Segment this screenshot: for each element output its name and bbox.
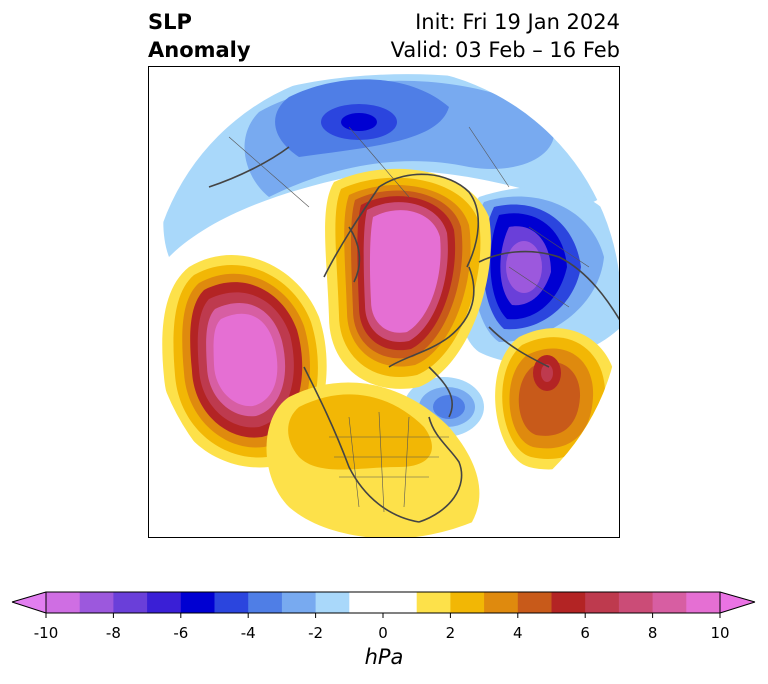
anomaly-positive-north-america xyxy=(266,382,480,537)
colorbar xyxy=(11,591,756,618)
title-block: SLP Anomaly xyxy=(148,8,251,64)
colorbar-bin-12 xyxy=(484,592,519,613)
colorbar-bin-4 xyxy=(180,592,215,613)
colorbar-bin-18 xyxy=(686,592,721,613)
anomaly-positive-arctic xyxy=(325,168,491,389)
colorbar-bin-7 xyxy=(281,592,317,613)
title-line-1: SLP xyxy=(148,10,192,34)
colorbar-bin-9 xyxy=(349,592,418,613)
colorbar-bin-13 xyxy=(517,592,552,613)
colorbar-bin-5 xyxy=(214,592,249,613)
colorbar-tick-label: 8 xyxy=(647,624,658,642)
colorbar-ticks xyxy=(45,613,721,618)
colorbar-bin-6 xyxy=(248,592,283,613)
colorbar-bin-17 xyxy=(652,592,687,613)
valid-range: Valid: 03 Feb – 16 Feb xyxy=(390,38,620,62)
colorbar-tick-label: 6 xyxy=(580,624,590,642)
anomaly-positive-atlantic xyxy=(495,328,618,470)
colorbar-bin-1 xyxy=(79,592,114,613)
colorbar-bin-14 xyxy=(551,592,586,613)
colorbar-tick-label: -10 xyxy=(33,624,59,642)
coastlines xyxy=(208,146,619,523)
colorbar-bin-10 xyxy=(416,592,451,613)
date-block: Init: Fri 19 Jan 2024 Valid: 03 Feb – 16… xyxy=(391,8,620,64)
colorbar-bin-15 xyxy=(585,592,620,613)
anomaly-map xyxy=(149,67,619,537)
borders xyxy=(228,126,590,513)
colorbar-tick-label: -8 xyxy=(105,624,121,642)
colorbar-tick-label: -2 xyxy=(308,624,324,642)
colorbar-bins xyxy=(46,592,721,613)
colorbar-bin-2 xyxy=(113,592,148,613)
colorbar-tick-label: 2 xyxy=(445,624,456,642)
colorbar-bin-11 xyxy=(450,592,485,613)
title-line-2: Anomaly xyxy=(148,38,251,62)
map-panel xyxy=(148,66,620,538)
colorbar-tick-label: -4 xyxy=(240,624,256,642)
colorbar-tick-label: 0 xyxy=(378,624,388,642)
colorbar-tick-label: -6 xyxy=(173,624,189,642)
init-date: Init: Fri 19 Jan 2024 xyxy=(415,10,620,34)
colorbar-under-arrow xyxy=(12,592,46,613)
colorbar-unit: hPa xyxy=(364,645,404,669)
colorbar-tick-label: 10 xyxy=(710,624,730,642)
anomaly-negative-asia xyxy=(163,74,612,257)
colorbar-over-arrow xyxy=(720,592,755,613)
colorbar-tick-label: 4 xyxy=(513,624,523,642)
colorbar-bin-8 xyxy=(315,592,350,613)
colorbar-bin-0 xyxy=(46,592,81,613)
colorbar-bin-16 xyxy=(618,592,654,613)
colorbar-bin-3 xyxy=(147,592,182,613)
